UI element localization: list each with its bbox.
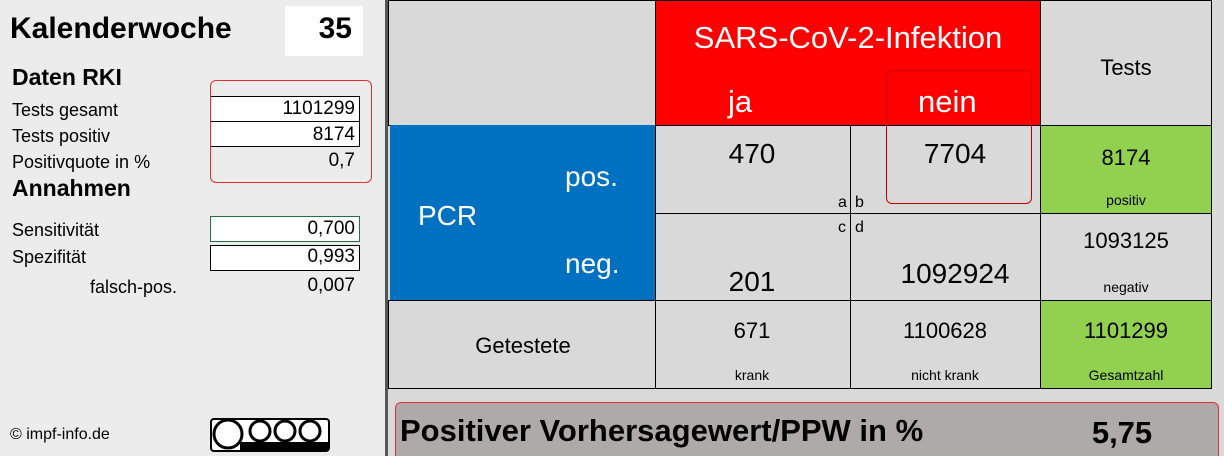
header: SARS-CoV-2-Infektion [693, 20, 1003, 55]
tested-total: 1101299 [1083, 318, 1169, 343]
license-icon [210, 418, 330, 452]
row-value: 8174 [312, 124, 355, 145]
neg-nein: 1092924 [900, 258, 1010, 289]
row-label: Tests gesamt [12, 100, 119, 120]
tested-nein: 1100628 [902, 318, 988, 343]
row-value: 0,993 [307, 246, 355, 267]
pos-total-label: positiv [1106, 192, 1146, 208]
green-cell [1040, 300, 1212, 389]
assumptions-heading: Annahmen [12, 175, 131, 201]
row-label: Positivquote in % [12, 152, 151, 172]
row-value: 0,007 [307, 275, 355, 296]
row-pos: pos. [565, 161, 618, 192]
neg-total-label: negativ [1103, 279, 1149, 295]
result-label: Positiver Vorhersagewert/PPW in % [400, 413, 924, 448]
value-box [210, 245, 360, 271]
pos-total: 8174 [1101, 145, 1151, 170]
row-tested: Getestete [475, 333, 571, 358]
row-label: falsch-pos. [90, 277, 178, 297]
value-box [210, 216, 360, 242]
tested-nein-label: nicht krank [911, 367, 979, 383]
tested-ja-label: krank [734, 367, 770, 383]
week-label: Kalenderwoche [10, 12, 232, 45]
corner: c [838, 219, 846, 236]
pos-nein: 7704 [923, 138, 987, 169]
row-label: Spezifität [12, 247, 87, 267]
col-tests: Tests [1100, 55, 1152, 80]
value-box [210, 96, 360, 122]
week-box [285, 6, 363, 56]
pcr-cell [390, 125, 656, 301]
copyright: © impf-info.de [10, 426, 110, 443]
row-value: 0,700 [307, 218, 355, 239]
row-value: 1101299 [282, 98, 355, 119]
result-box [395, 402, 1219, 456]
row-label: Tests positiv [12, 126, 111, 146]
neg-total: 1093125 [1083, 228, 1169, 253]
result-value: 5,75 [1091, 415, 1153, 450]
corner: d [855, 219, 864, 236]
corner: a [838, 194, 847, 211]
pos-ja: 470 [728, 138, 776, 169]
tested-ja: 671 [733, 318, 771, 343]
corner: b [855, 194, 864, 211]
highlight [210, 80, 372, 183]
cell [388, 0, 656, 126]
week: 35 [318, 12, 352, 45]
neg-ja: 201 [728, 266, 776, 297]
row-neg: neg. [565, 248, 620, 279]
col-nein: nein [918, 84, 977, 119]
tested-total-label: Gesamtzahl [1088, 367, 1164, 383]
rki-heading: Daten RKI [12, 64, 122, 90]
highlight [886, 70, 1032, 204]
row-label: Sensitivität [12, 220, 100, 240]
row-group: PCR [418, 200, 478, 231]
row-value: 0,7 [328, 150, 355, 171]
header-cell [655, 0, 1041, 126]
value-box [210, 121, 360, 147]
col-ja: ja [728, 84, 753, 119]
